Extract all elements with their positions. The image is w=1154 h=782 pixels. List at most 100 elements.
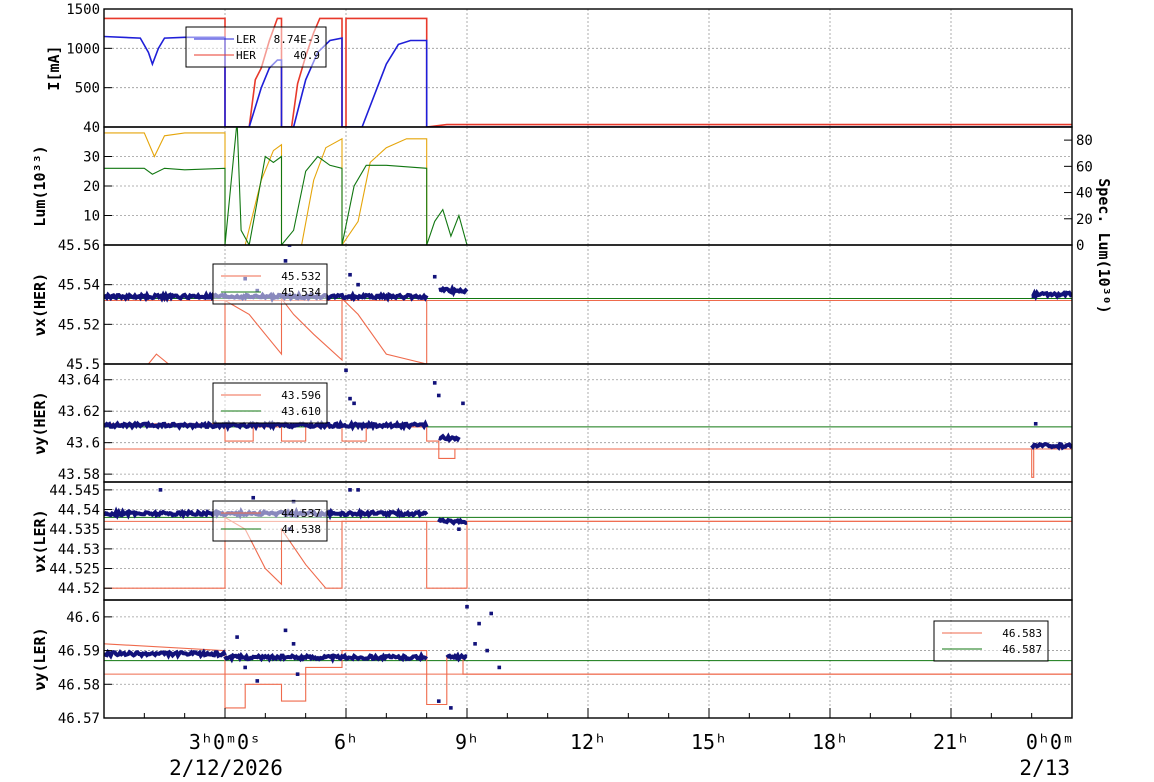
legend-box [212, 382, 328, 424]
measured-point [291, 642, 296, 646]
y-tick-label: 43.58 [58, 467, 100, 483]
measured-point [1033, 421, 1038, 426]
chart-panels: 500 1000 1500 I[mA] LER 8.74E-3 HER 40.9 10 20 30 4… [31, 2, 1113, 727]
legend: 43.596 43.610 [212, 382, 328, 424]
y-tick-label: 1000 [66, 41, 100, 57]
y-axis-label: I[mA] [45, 45, 63, 90]
measured-band [104, 419, 429, 433]
y-tick-label: 1500 [66, 2, 100, 18]
measured-point [295, 672, 300, 676]
measured-point [344, 368, 348, 373]
measured-point [436, 393, 441, 398]
legend: 46.583 46.587 [933, 620, 1049, 662]
y-tick-label: 43.62 [58, 404, 100, 420]
y-tick-label: 46.59 [58, 644, 100, 660]
y-tick-label: 46.57 [58, 711, 100, 727]
measured-band [438, 283, 469, 298]
measured-band [1031, 288, 1072, 302]
panel-6: 46.57 46.58 46.59 46.6 νy(LER) 46.583 46.587 [31, 599, 1073, 727]
y-tick-label: 44.525 [49, 562, 100, 578]
x-tick-label: 3ʰ0ᵐ0ˢ [189, 730, 261, 754]
legend-value: 8.74E-3 [274, 33, 320, 46]
legend-value: 44.538 [281, 523, 321, 536]
panel-5: 44.52 44.525 44.53 44.535 44.54 44.545νx(LER)… [31, 481, 1073, 601]
y-tick-label: 30 [83, 150, 100, 166]
series-line-green [104, 127, 468, 245]
legend-value: 43.596 [281, 389, 321, 402]
y-tick-label: 44.52 [58, 581, 100, 597]
y-tick-label: 45.5 [66, 357, 100, 373]
x-axis: 3ʰ0ᵐ0ˢ 6ʰ 9ʰ 12ʰ 15ʰ 18ʰ 21ʰ 0ʰ0ᵐ [103, 708, 1074, 754]
plot-area [104, 127, 1072, 245]
legend-value: 46.583 [1002, 627, 1042, 640]
measured-point [356, 282, 360, 287]
measured-point [348, 396, 352, 401]
y-tick-label: 43.64 [58, 373, 100, 389]
measured-point [283, 259, 288, 263]
measured-band [445, 651, 468, 663]
measured-point [432, 381, 437, 385]
measured-point [432, 274, 437, 279]
measured-point [461, 401, 465, 406]
measured-point [449, 706, 453, 710]
date-right-label: 2/13 [1019, 756, 1070, 780]
legend-value: 44.537 [281, 507, 321, 520]
panel-1: 500 1000 1500 I[mA] LER 8.74E-3 HER 40.9 [45, 2, 1073, 128]
legend-label: HER [236, 49, 256, 62]
measured-band [104, 648, 227, 660]
series-line-set [104, 423, 1072, 478]
measured-point [287, 245, 292, 247]
y-tick-label: 45.56 [58, 238, 100, 254]
y-right-tick-label: 80 [1076, 133, 1093, 149]
y-tick-label: 20 [83, 179, 100, 195]
legend-value: 40.9 [294, 49, 321, 62]
y-right-axis-label: Spec. Lum(10³⁰) [1095, 178, 1113, 313]
legend: 44.537 44.538 [212, 500, 328, 542]
date-left-label: 2/12/2026 [169, 756, 283, 780]
y-right-tick-label: 60 [1076, 159, 1093, 175]
y-tick-label: 45.52 [58, 317, 100, 333]
x-tick-label: 15ʰ [691, 730, 727, 754]
legend-value: 45.532 [281, 270, 321, 283]
measured-point [356, 488, 360, 492]
x-tick-label: 6ʰ [334, 730, 358, 754]
series-line-her [104, 35, 1072, 127]
y-axis-label: νy(LER) [31, 627, 49, 690]
measured-point [489, 611, 493, 616]
measured-point [485, 648, 489, 653]
y-tick-label: 46.58 [58, 677, 100, 693]
measured-band [438, 432, 461, 444]
measured-point [243, 665, 247, 670]
measured-point [348, 272, 352, 277]
measured-point [457, 527, 461, 531]
measured-point [497, 665, 502, 670]
y-tick-label: 500 [75, 81, 100, 97]
legend: LER 8.74E-3 HER 40.9 [185, 26, 327, 68]
plot-area [104, 600, 1072, 718]
y-tick-label: 44.54 [58, 503, 100, 519]
legend-label: LER [236, 33, 256, 46]
measured-point [436, 699, 441, 703]
measured-point [477, 621, 481, 626]
panel-2: 10 20 30 40 0 20 40 60 80 Spec. Lum(10³⁰) Lum(10³³… [31, 120, 1113, 314]
legend-box [933, 620, 1049, 662]
y-axis-label: Lum(10³³) [31, 145, 49, 226]
y-tick-label: 44.53 [58, 542, 100, 558]
panel-4: 43.58 43.6 43.62 43.64 νy(HER) 43.596 43.610 [31, 363, 1073, 483]
legend-box [212, 263, 328, 305]
y-tick-label: 46.6 [66, 610, 100, 626]
measured-point [255, 679, 260, 683]
measured-band [1030, 441, 1072, 451]
y-tick-label: 45.54 [58, 278, 100, 294]
y-axis-label: νx(LER) [31, 509, 49, 572]
y-axis-label: νx(HER) [31, 273, 49, 336]
measured-point [348, 488, 352, 492]
panel-3: 45.5 45.52 45.54 45.56 νx(HER) 45.532 45.534 [31, 238, 1073, 373]
legend-value: 45.534 [281, 286, 321, 299]
measured-point [283, 628, 288, 633]
measured-point [465, 604, 469, 609]
y-right-tick-label: 20 [1076, 212, 1093, 228]
legend-value: 43.610 [281, 405, 321, 418]
series-line-ler [104, 17, 1072, 127]
